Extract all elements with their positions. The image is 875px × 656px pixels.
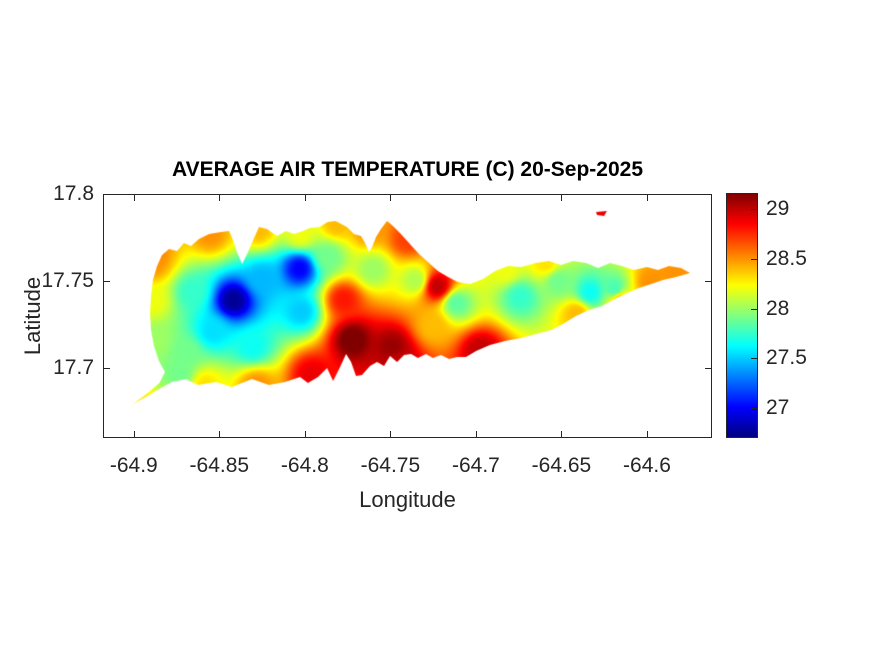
x-tick-label: -64.8 xyxy=(280,454,329,477)
x-tick xyxy=(390,431,392,437)
y-tick-right xyxy=(705,281,711,283)
x-tick-top xyxy=(304,195,306,201)
x-tick-label: -64.75 xyxy=(360,454,421,477)
y-tick-label: 17.8 xyxy=(53,182,94,205)
x-tick xyxy=(646,431,648,437)
x-tick-label: -64.7 xyxy=(451,454,500,477)
y-tick xyxy=(104,368,110,370)
x-tick-label: -64.85 xyxy=(189,454,250,477)
colorbar-tick xyxy=(751,308,757,310)
x-tick-label: -64.6 xyxy=(623,454,671,477)
x-tick-top xyxy=(219,195,221,201)
colorbar-gradient xyxy=(726,193,758,438)
y-tick-label: 17.75 xyxy=(41,269,94,293)
x-tick-top xyxy=(646,195,648,201)
plot-title: AVERAGE AIR TEMPERATURE (C) 20-Sep-2025 xyxy=(171,158,644,181)
x-axis-label: Longitude xyxy=(359,487,456,512)
colorbar-tick-label: 28 xyxy=(766,296,790,320)
colorbar-tick xyxy=(751,408,757,410)
x-tick-top xyxy=(475,195,477,201)
colorbar-tick-label: 27.5 xyxy=(766,346,807,370)
x-tick-top xyxy=(133,195,135,201)
colorbar-tick xyxy=(751,208,757,210)
plot-area xyxy=(103,194,712,438)
colorbar xyxy=(726,193,758,438)
x-tick-label: -64.9 xyxy=(109,454,158,477)
colorbar-tick xyxy=(751,358,757,360)
y-tick-right xyxy=(705,368,711,370)
temperature-map-canvas xyxy=(103,194,712,438)
x-tick xyxy=(561,431,563,437)
y-tick-label: 17.7 xyxy=(53,356,94,380)
colorbar-tick-label: 29 xyxy=(766,196,790,220)
x-tick xyxy=(475,431,477,437)
y-tick-right xyxy=(705,194,711,195)
y-tick xyxy=(104,281,110,283)
colorbar-tick xyxy=(751,258,757,260)
x-tick xyxy=(304,431,306,437)
x-tick-top xyxy=(561,195,563,201)
x-tick xyxy=(133,431,135,437)
y-tick xyxy=(104,194,110,195)
x-tick xyxy=(219,431,221,437)
colorbar-tick-label: 27 xyxy=(766,396,790,420)
colorbar-tick-label: 28.5 xyxy=(766,246,807,270)
x-tick-top xyxy=(390,195,392,201)
x-tick-label: -64.65 xyxy=(531,454,592,477)
